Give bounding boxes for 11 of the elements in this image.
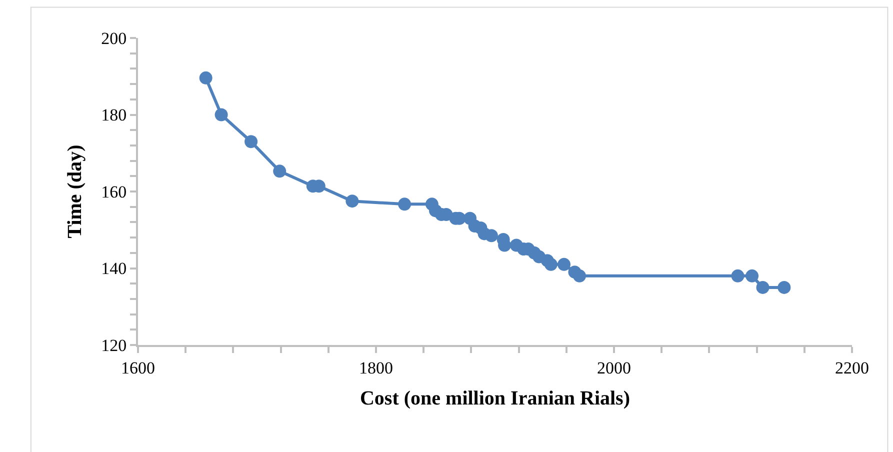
x-axis-title: Cost (one million Iranian Rials): [360, 387, 630, 410]
x-tick-label: 2200: [835, 358, 869, 378]
y-axis-title: Time (day): [64, 144, 86, 238]
x-tick-label: 1800: [359, 358, 393, 378]
y-tick-label: 160: [101, 182, 127, 202]
y-tick-label: 140: [101, 259, 127, 278]
y-tick-label: 120: [101, 336, 127, 355]
y-tick-label: 180: [101, 106, 127, 125]
y-tick-label: 200: [101, 28, 127, 48]
x-tick-label: 2000: [597, 358, 631, 378]
x-tick-label: 1600: [121, 358, 155, 378]
